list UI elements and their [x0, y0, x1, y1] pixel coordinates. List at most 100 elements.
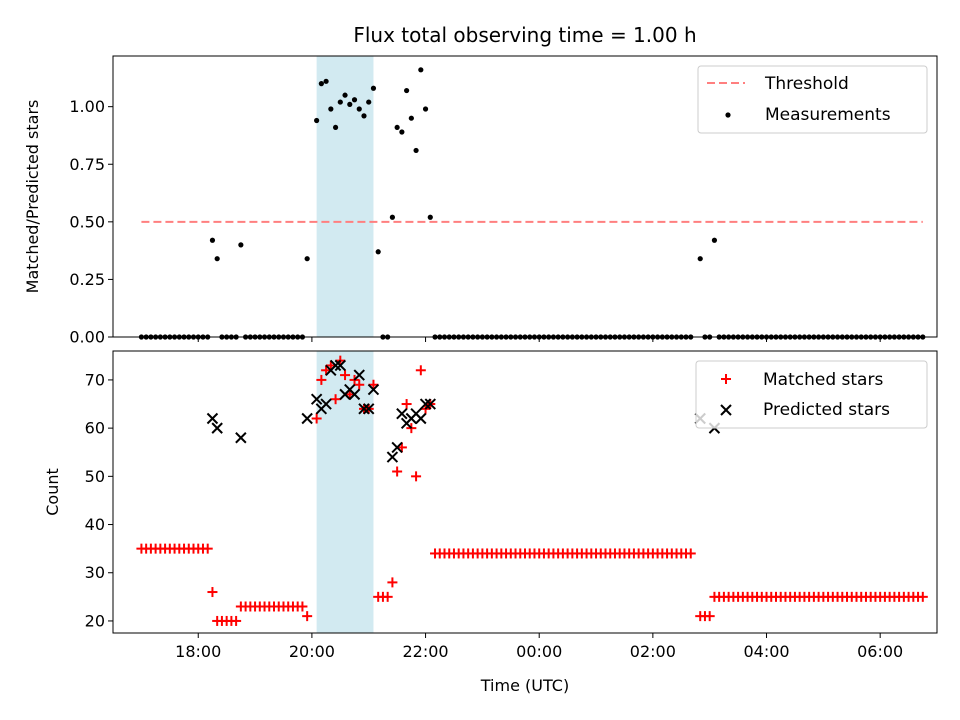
measurement-point [422, 106, 429, 112]
bottom-x-axis: 18:00 20:00 22:00 00:00 02:00 04:00 06:00 [175, 633, 903, 661]
measurement-point [304, 256, 310, 262]
predicted-star-point [415, 412, 427, 425]
legend-x-mark [720, 404, 732, 416]
measurement-point [328, 106, 334, 112]
measurement-point [408, 115, 414, 121]
matched-star-point [311, 413, 322, 424]
measurement-point [389, 214, 396, 220]
predicted-star-point [235, 432, 247, 444]
measurement-point [404, 87, 410, 94]
legend-predicted-label: Predicted stars [763, 400, 890, 420]
bottom-legend-box [695, 360, 928, 429]
matched-star-point [392, 466, 403, 477]
y-tick-label: 70 [85, 370, 105, 389]
measurement-point [337, 99, 343, 105]
measurement-point [323, 78, 329, 84]
predicted-star-point [424, 398, 436, 410]
matched-star-point [330, 394, 341, 405]
y-tick-label: 1.00 [69, 97, 105, 116]
predicted-star-point [320, 398, 332, 410]
measurement-point [711, 237, 718, 243]
matched-star-point [382, 591, 393, 602]
predicted-star-point [353, 369, 365, 381]
x-tick-label: 18:00 [175, 642, 221, 661]
measurement-point [394, 124, 400, 131]
matched-star-point [685, 548, 696, 559]
figure-title: Flux total observing time = 1.00 h [353, 23, 696, 47]
x-tick-label: 04:00 [743, 642, 789, 661]
measurement-point [314, 117, 320, 124]
matched-stars-marks [136, 355, 928, 626]
matched-star-point [340, 370, 351, 381]
y-tick-label: 0.25 [69, 270, 105, 289]
matched-star-point [368, 379, 379, 390]
measurement-point [238, 242, 244, 248]
legend-plus-mark [721, 374, 731, 384]
predicted-star-point [396, 407, 408, 420]
measurement-point [347, 101, 353, 107]
top-panel: 0.00 0.25 0.50 0.75 1.00 Matched/Predicted s… [23, 55, 938, 347]
predicted-star-point [310, 393, 323, 405]
measurement-point [375, 249, 381, 255]
predicted-star-point [419, 398, 432, 410]
measurement-point [370, 85, 377, 91]
measurement-point [214, 256, 220, 262]
matched-star-point [231, 615, 242, 626]
predicted-star-point [386, 451, 399, 463]
y-tick-label: 60 [85, 419, 105, 438]
x-tick-label: 20:00 [289, 642, 335, 661]
legend-matched-label: Matched stars [763, 370, 883, 390]
matched-star-point [411, 471, 422, 482]
legend-measurements-label: Measurements [765, 105, 891, 125]
predicted-star-point [391, 441, 403, 454]
legend-matched-swatch [721, 374, 731, 384]
measurement-point [413, 147, 419, 154]
y-tick-label: 50 [85, 467, 105, 486]
x-tick-label: 00:00 [516, 642, 562, 661]
matched-star-point [302, 611, 313, 622]
top-y-axis-label: Matched/Predicted stars [23, 100, 42, 294]
top-legend-box [697, 65, 928, 134]
measurement-point [427, 214, 433, 220]
legend-predicted-swatch [720, 404, 732, 416]
y-tick-label: 20 [85, 611, 105, 630]
predicted-star-point [358, 403, 370, 415]
y-tick-label: 0.75 [69, 155, 105, 174]
measurement-point [351, 97, 358, 103]
x-tick-label: 06:00 [857, 642, 903, 661]
y-tick-label: 30 [85, 563, 105, 582]
measurement-point [332, 124, 339, 131]
x-tick-label: 02:00 [630, 642, 676, 661]
matched-star-point [401, 399, 412, 410]
predicted-star-point [211, 422, 223, 434]
bottom-plot-frame [112, 350, 938, 634]
measurement-point [209, 237, 216, 243]
measurement-point [361, 113, 367, 119]
predicted-star-point [329, 359, 342, 372]
measurement-point [366, 99, 372, 105]
x-axis-label: Time (UTC) [480, 676, 569, 695]
matched-star-point [316, 374, 327, 385]
x-tick-label: 22:00 [402, 642, 448, 661]
predicted-star-point [206, 412, 219, 425]
top-legend: Threshold Measurements [697, 65, 928, 134]
measurement-point [318, 81, 324, 87]
matched-star-point [297, 601, 308, 612]
legend-measurements-swatch [725, 112, 731, 118]
observing-window-shade-top [316, 56, 374, 337]
matched-star-point [387, 577, 398, 588]
observing-window-shade-bottom [316, 351, 374, 633]
predicted-star-point [367, 383, 380, 396]
bottom-y-axis-label: Count [43, 468, 62, 516]
measurement-point [418, 67, 424, 73]
bottom-legend: Matched stars Predicted stars [695, 360, 928, 429]
y-tick-label: 0.50 [69, 212, 105, 231]
matched-star-point [704, 611, 715, 622]
top-y-axis: 0.00 0.25 0.50 0.75 1.00 [69, 97, 113, 347]
measurement-point [697, 256, 703, 262]
matched-star-point [415, 365, 426, 376]
measurement-point [342, 92, 348, 98]
y-tick-label: 40 [85, 515, 105, 534]
predicted-star-point [301, 412, 313, 425]
